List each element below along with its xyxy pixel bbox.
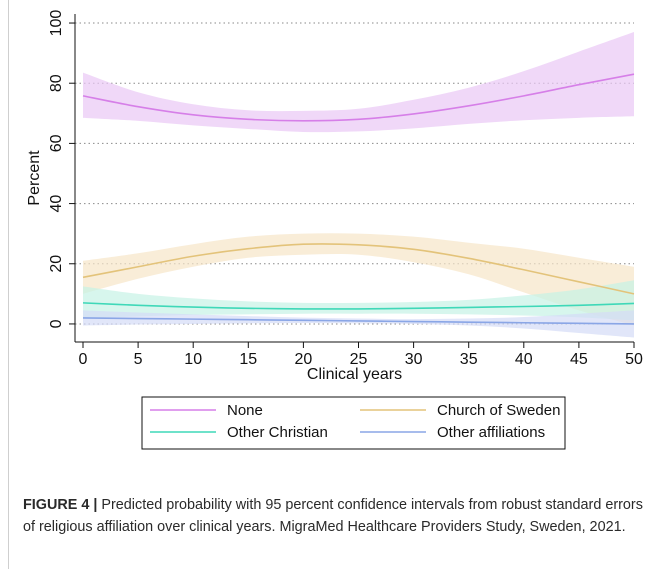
legend-label-2: Church of Sweden — [437, 402, 560, 419]
figure-caption-text: Predicted probability with 95 percent co… — [23, 497, 643, 535]
x-tick-label-10: 10 — [184, 351, 202, 368]
x-tick-label-20: 20 — [295, 351, 313, 368]
y-tick-label-40: 40 — [48, 195, 65, 213]
series-lines — [82, 73, 635, 325]
axes: 0 20 40 60 80 100 0 5 10 15 20 25 30 35 40 45 50 — [48, 10, 643, 368]
legend-box — [141, 396, 566, 450]
figure-panel: 0 20 40 60 80 100 0 5 10 15 20 25 30 35 40 45 50 Clinica… — [8, 0, 651, 569]
y-tick-label-80: 80 — [48, 74, 65, 92]
confidence-band-2 — [83, 233, 634, 326]
x-tick-label-25: 25 — [350, 351, 368, 368]
y-tick-label-20: 20 — [48, 255, 65, 273]
x-tick-label-15: 15 — [239, 351, 257, 368]
confidence-band-4 — [83, 310, 634, 338]
confidence-band-1 — [83, 32, 634, 133]
x-tick-label-45: 45 — [570, 351, 588, 368]
x-tick-label-30: 30 — [405, 351, 423, 368]
y-axis-label: Percent — [26, 150, 43, 206]
legend-label-4: Other affiliations — [437, 424, 545, 441]
figure-label: FIGURE 4 | — [23, 497, 98, 513]
legend-label-1: None — [227, 402, 263, 419]
confidence-band-3 — [83, 280, 634, 321]
legend: None Church of Sweden Other Christian Other… — [141, 396, 566, 450]
x-tick-label-0: 0 — [79, 351, 88, 368]
x-tick-label-5: 5 — [134, 351, 143, 368]
series-line-1 — [82, 73, 635, 122]
confidence-bands — [83, 32, 634, 338]
x-axis-label: Clinical years — [307, 366, 402, 383]
figure-caption: FIGURE 4 | Predicted probability with 95… — [23, 494, 651, 538]
x-tick-label-50: 50 — [625, 351, 643, 368]
gridlines — [75, 22, 634, 325]
series-line-2 — [82, 243, 635, 295]
y-tick-label-100: 100 — [48, 10, 65, 37]
series-line-3 — [82, 302, 635, 310]
chart-svg: 0 20 40 60 80 100 0 5 10 15 20 25 30 35 40 45 50 Clinica… — [26, 10, 643, 450]
legend-label-3: Other Christian — [227, 424, 328, 441]
y-tick-label-0: 0 — [48, 319, 65, 328]
x-tick-label-35: 35 — [460, 351, 478, 368]
series-line-4 — [82, 317, 635, 325]
y-tick-label-60: 60 — [48, 134, 65, 152]
x-tick-label-40: 40 — [515, 351, 533, 368]
